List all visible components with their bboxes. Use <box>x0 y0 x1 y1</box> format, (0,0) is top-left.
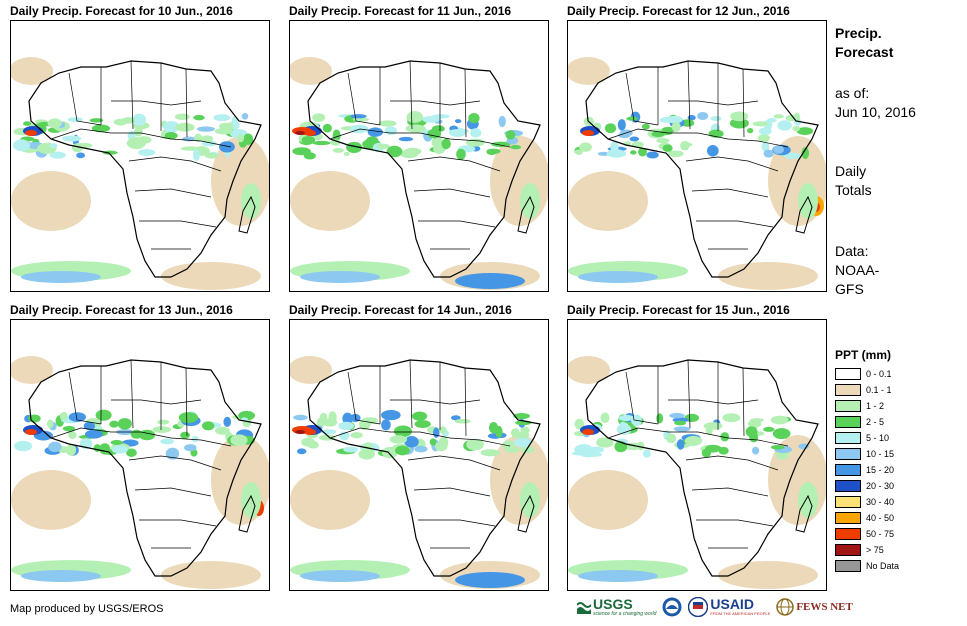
panel-title-4: Daily Precip. Forecast for 13 Jun., 2016 <box>10 303 233 317</box>
legend-item: > 75 <box>835 542 899 558</box>
legend-label: 0 - 0.1 <box>866 369 892 379</box>
sidebar-totals: Daily Totals <box>835 162 872 200</box>
legend-label: 10 - 15 <box>866 449 895 459</box>
legend-item: 50 - 75 <box>835 526 899 542</box>
forecast-map-4 <box>10 319 270 591</box>
legend-item: 5 - 10 <box>835 430 899 446</box>
sidebar-heading-line1: Precip. <box>835 25 882 41</box>
legend-item: 10 - 15 <box>835 446 899 462</box>
panel-title-2: Daily Precip. Forecast for 11 Jun., 2016 <box>289 4 512 18</box>
precip-map-graphic <box>290 57 548 290</box>
sidebar-totals-line2: Totals <box>835 182 872 198</box>
legend: 0 - 0.1 0.1 - 1 1 - 2 2 - 5 5 - 10 10 - 15 15 … <box>835 366 899 574</box>
sidebar-heading: Precip. Forecast <box>835 24 893 62</box>
panel-title-1: Daily Precip. Forecast for 10 Jun., 2016 <box>10 4 233 18</box>
legend-label: > 75 <box>866 545 884 555</box>
legend-label: 30 - 40 <box>866 497 895 507</box>
legend-item: 40 - 50 <box>835 510 899 526</box>
legend-item: 0.1 - 1 <box>835 382 899 398</box>
fewsnet-globe-icon <box>776 598 795 616</box>
forecast-map-1 <box>10 20 270 292</box>
legend-label: 20 - 30 <box>866 481 895 491</box>
usaid-logo: USAID FROM THE AMERICAN PEOPLE <box>688 597 770 617</box>
sidebar-data-line2: NOAA- <box>835 262 880 278</box>
legend-label: 40 - 50 <box>866 513 895 523</box>
legend-item: 30 - 40 <box>835 494 899 510</box>
usaid-wordmark: USAID <box>710 596 754 612</box>
sidebar-heading-line2: Forecast <box>835 44 894 60</box>
usaid-seal-icon <box>688 597 709 617</box>
sidebar-asof: as of: Jun 10, 2016 <box>835 84 916 122</box>
sidebar-data-source: Data: NOAA- GFS <box>835 242 879 299</box>
legend-swatch <box>835 496 861 508</box>
usgs-wave-icon <box>577 602 591 614</box>
legend-swatch <box>835 528 861 540</box>
legend-label: 0.1 - 1 <box>866 385 892 395</box>
legend-label: 50 - 75 <box>866 529 895 539</box>
panel-title-5: Daily Precip. Forecast for 14 Jun., 2016 <box>289 303 512 317</box>
legend-item: 15 - 20 <box>835 462 899 478</box>
sidebar-data-line3: GFS <box>835 281 864 297</box>
legend-item: 2 - 5 <box>835 414 899 430</box>
legend-swatch <box>835 448 861 460</box>
legend-label: 5 - 10 <box>866 433 890 443</box>
legend-swatch <box>835 384 861 396</box>
panel-title-6: Daily Precip. Forecast for 15 Jun., 2016 <box>567 303 790 317</box>
precip-map-graphic <box>11 57 269 290</box>
legend-title: PPT (mm) <box>835 348 892 362</box>
legend-label: 1 - 2 <box>866 401 885 411</box>
legend-label: 2 - 5 <box>866 417 885 427</box>
legend-swatch <box>835 480 861 492</box>
legend-label: 15 - 20 <box>866 465 895 475</box>
map-credit: Map produced by USGS/EROS <box>10 603 164 615</box>
forecast-map-5 <box>289 319 549 591</box>
legend-item: 0 - 0.1 <box>835 366 899 382</box>
usgs-logo: USGS science for a changing world <box>577 597 656 617</box>
legend-swatch <box>835 512 861 524</box>
legend-swatch <box>835 560 861 572</box>
noaa-seal-icon <box>662 597 682 617</box>
sidebar-asof-label: as of: <box>835 85 870 101</box>
precip-map-graphic <box>11 356 269 589</box>
agency-logos: USGS science for a changing world USAID … <box>577 594 859 620</box>
sidebar-data-line1: Data: <box>835 243 869 259</box>
fewsnet-logo: FEWS NET <box>776 598 853 616</box>
legend-swatch <box>835 432 861 444</box>
noaa-logo <box>662 597 682 617</box>
legend-label: No Data <box>866 561 900 571</box>
legend-swatch <box>835 544 861 556</box>
usgs-tagline: science for a changing world <box>593 611 657 617</box>
legend-swatch <box>835 416 861 428</box>
usaid-tagline: FROM THE AMERICAN PEOPLE <box>710 611 771 616</box>
legend-swatch <box>835 400 861 412</box>
fewsnet-wordmark: FEWS NET <box>796 601 853 613</box>
forecast-map-3 <box>567 20 827 292</box>
precip-map-graphic <box>290 356 548 589</box>
usgs-wordmark: USGS <box>593 596 633 612</box>
sidebar-asof-date: Jun 10, 2016 <box>835 104 916 120</box>
legend-item: 1 - 2 <box>835 398 899 414</box>
forecast-map-2 <box>289 20 549 292</box>
legend-item: No Data <box>835 558 899 574</box>
forecast-map-6 <box>567 319 827 591</box>
sidebar-totals-line1: Daily <box>835 163 867 179</box>
legend-swatch <box>835 368 861 380</box>
precip-map-graphic <box>568 57 826 290</box>
legend-swatch <box>835 464 861 476</box>
panel-title-3: Daily Precip. Forecast for 12 Jun., 2016 <box>567 4 790 18</box>
precip-map-graphic <box>568 356 826 589</box>
legend-item: 20 - 30 <box>835 478 899 494</box>
